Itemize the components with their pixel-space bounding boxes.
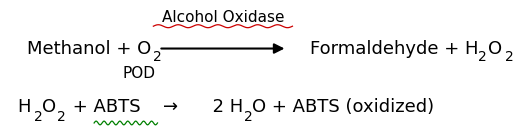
Text: 2: 2	[478, 50, 487, 64]
Text: 2: 2	[505, 50, 514, 64]
Text: 2: 2	[244, 110, 253, 124]
Text: O: O	[488, 39, 503, 58]
Text: + ABTS: + ABTS	[67, 98, 141, 116]
Text: POD: POD	[123, 66, 156, 81]
Text: 2: 2	[154, 50, 162, 64]
Text: Alcohol Oxidase: Alcohol Oxidase	[162, 10, 284, 25]
Text: 2 H: 2 H	[201, 98, 244, 116]
Text: Methanol + O: Methanol + O	[27, 39, 151, 58]
Text: O + ABTS (oxidized): O + ABTS (oxidized)	[252, 98, 434, 116]
Text: 2: 2	[57, 110, 66, 124]
Text: O: O	[41, 98, 56, 116]
Text: →: →	[162, 98, 178, 116]
Text: H: H	[17, 98, 30, 116]
Text: Formaldehyde + H: Formaldehyde + H	[311, 39, 479, 58]
Text: 2: 2	[34, 110, 42, 124]
